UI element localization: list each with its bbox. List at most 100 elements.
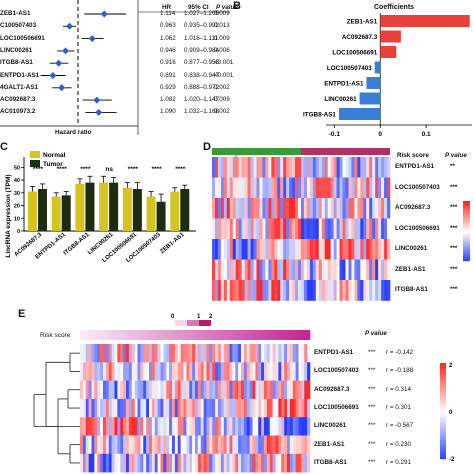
heatmap-cell — [226, 344, 230, 363]
heatmap-cell — [100, 435, 104, 455]
heatmap-cell — [82, 398, 87, 418]
heatmap-cell — [292, 259, 296, 281]
risk-score-gradient — [252, 330, 256, 340]
legend-scale-cell — [463, 211, 470, 214]
heatmap-cell — [298, 280, 302, 301]
heatmap-cell — [366, 218, 370, 240]
heatmap-cell — [126, 453, 130, 473]
legend-scale-cell — [463, 215, 470, 218]
heatmap-cell — [272, 417, 276, 436]
ci-value: 1.016–1.111 — [184, 34, 219, 42]
heatmap-cell — [85, 362, 89, 381]
coef-gene-label: LINC00261 — [324, 96, 357, 103]
d-p-value: *** — [450, 204, 458, 212]
heatmap-cell — [241, 417, 245, 436]
heatmap-cell — [274, 177, 278, 199]
heatmap-cell — [232, 198, 237, 219]
heatmap-cell — [289, 453, 294, 473]
heatmap-cell — [384, 239, 388, 260]
legend-label: Tumor — [43, 161, 63, 168]
heatmap-cell — [309, 177, 314, 199]
heatmap-cell — [272, 362, 276, 381]
heatmap-cell — [103, 417, 107, 436]
heatmap-cell — [143, 435, 147, 455]
heatmap-cell — [274, 259, 278, 281]
heatmap-cell — [235, 398, 239, 418]
heatmap-cell — [146, 398, 150, 418]
risk-score-gradient — [295, 330, 299, 340]
heatmap-cell — [252, 417, 256, 436]
heatmap-cell — [351, 157, 355, 178]
heatmap-cell — [174, 362, 179, 381]
heatmap-cell — [281, 362, 285, 381]
heatmap-cell — [229, 280, 234, 301]
hr-value: 0.946 — [160, 46, 176, 54]
p-value: <0.001 — [214, 59, 234, 67]
heatmap-cell — [166, 344, 170, 363]
legend-scale-cell — [440, 427, 446, 431]
heatmap-cell — [174, 380, 179, 400]
legend-swatch — [30, 160, 40, 167]
e-r-value: r = 0.291 — [386, 458, 412, 466]
heatmap-cell — [80, 453, 84, 473]
p-value: 0.009 — [214, 34, 230, 42]
heatmap-cell — [140, 344, 144, 363]
heatmap-cell — [105, 435, 110, 455]
risk-score-gradient — [235, 330, 239, 340]
heatmap-cell — [232, 344, 236, 363]
heatmap-cell — [301, 239, 305, 260]
heatmap-cell — [131, 435, 135, 455]
legend-scale-cell — [440, 363, 446, 366]
heatmap-cell — [220, 380, 225, 400]
p-value: <0.001 — [214, 71, 234, 79]
ci-value: 0.888–0.972 — [184, 83, 220, 91]
heatmap-cell — [166, 398, 170, 418]
forest-gene-label: ENTPD1-AS1 — [0, 71, 40, 79]
heatmap-cell — [226, 362, 230, 381]
heatmap-cell — [212, 362, 216, 381]
heatmap-cell — [275, 344, 279, 363]
risk-score-gradient — [209, 330, 213, 340]
heatmap-cell — [203, 417, 207, 436]
expression-bar — [132, 189, 142, 231]
heatmap-cell — [117, 344, 121, 363]
heatmap-cell — [100, 362, 104, 381]
heatmap-cell — [100, 344, 104, 363]
heatmap-cell — [149, 435, 153, 455]
heatmap-cell — [258, 362, 262, 381]
heatmap-cell — [215, 398, 219, 418]
heatmap-cell — [387, 259, 391, 281]
heatmap-cell — [354, 177, 358, 199]
heatmap-cell — [275, 435, 279, 455]
heatmap-cell — [177, 417, 181, 436]
risk-score-gradient — [192, 330, 196, 340]
heatmap-cell — [387, 218, 391, 240]
legend-scale-cell — [440, 430, 446, 433]
heatmap-cell — [241, 280, 245, 301]
ci-value: 1.020–1.147 — [184, 96, 220, 104]
heatmap-cell — [88, 417, 92, 436]
ci-value: 0.909–0.984 — [184, 46, 220, 54]
heatmap-cell — [255, 453, 259, 473]
heatmap-cell — [375, 177, 379, 199]
heatmap-cell — [298, 362, 302, 381]
p-value: 0.009 — [214, 96, 230, 104]
heatmap-cell — [103, 362, 107, 381]
risk-score-gradient — [108, 330, 112, 340]
heatmap-cell — [283, 218, 287, 240]
heatmap-cell — [151, 398, 156, 418]
heatmap-cell — [232, 417, 236, 436]
heatmap-cell — [330, 177, 334, 199]
heatmap-cell — [354, 259, 358, 281]
heatmap-cell — [330, 259, 334, 281]
heatmap-cell — [232, 157, 237, 178]
heatmap-cell — [357, 280, 361, 301]
heatmap-cell — [309, 280, 314, 301]
heatmap-cell — [363, 259, 367, 281]
risk-score-gradient — [212, 330, 216, 340]
forest-plot — [0, 0, 230, 135]
hr-value: 0.929 — [160, 83, 176, 91]
heatmap-cell — [253, 239, 257, 260]
risk-score-gradient — [111, 330, 115, 340]
heatmap-cell — [88, 453, 92, 473]
